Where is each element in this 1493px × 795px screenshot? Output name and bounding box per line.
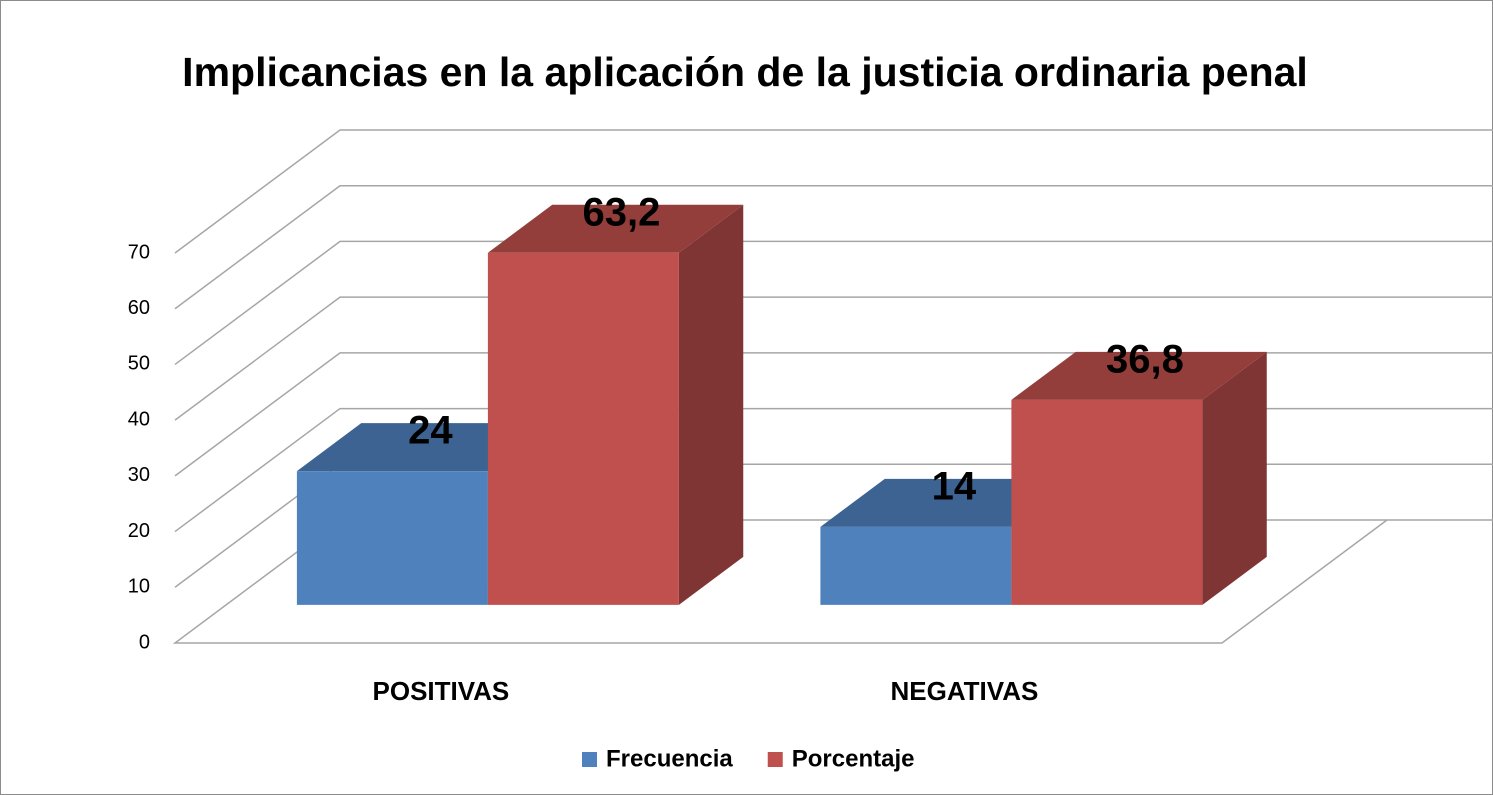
y-tick-label: 50: [128, 353, 150, 375]
grid-line: [174, 240, 1493, 366]
chart-title: Implicancias en la aplicación de la just…: [182, 49, 1308, 95]
bar: [1011, 399, 1203, 605]
y-tick-label: 60: [128, 297, 150, 319]
bar: [487, 252, 679, 605]
data-label: 63,2: [582, 190, 660, 234]
grid-line: [174, 129, 1493, 254]
legend-swatch: [767, 752, 783, 767]
y-tick-label: 40: [128, 408, 150, 430]
bar-side: [678, 204, 744, 605]
grid-line: [174, 184, 1493, 310]
data-label: 24: [408, 409, 453, 453]
bar: [820, 526, 1012, 605]
y-tick-label: 30: [128, 464, 150, 486]
floor: [172, 519, 1493, 644]
bar: [296, 471, 488, 605]
y-tick-label: 0: [139, 631, 150, 653]
y-tick-label: 70: [128, 241, 150, 263]
grid-line: [174, 296, 1493, 421]
x-tick-label: POSITIVAS: [373, 676, 510, 706]
y-tick-label: 20: [128, 520, 150, 542]
bar-top: [487, 204, 744, 253]
data-label: 36,8: [1106, 337, 1184, 381]
x-tick-label: NEGATIVAS: [890, 676, 1038, 706]
y-tick-label: 10: [128, 576, 150, 598]
legend-swatch: [582, 752, 597, 767]
data-label: 14: [932, 464, 977, 508]
legend-label: Frecuencia: [606, 745, 733, 772]
bar-side: [1202, 351, 1267, 605]
legend-label: Porcentaje: [792, 745, 915, 772]
bar-top: [1011, 351, 1267, 400]
